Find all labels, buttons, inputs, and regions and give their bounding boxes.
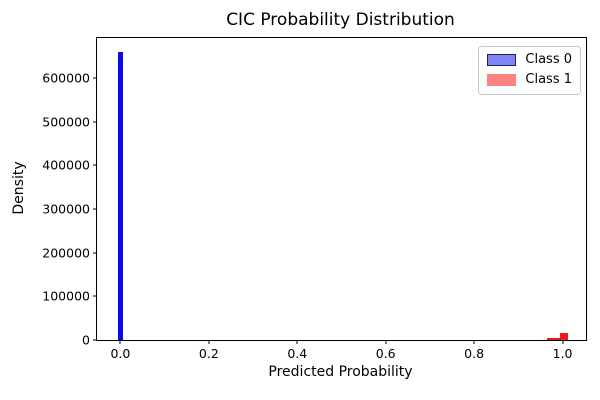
x-tick-label: 0.2	[198, 346, 219, 361]
y-tick	[93, 208, 97, 210]
y-tick-label: 400000	[42, 157, 90, 173]
x-tick	[208, 340, 210, 344]
y-axis-label: Density	[11, 161, 27, 215]
x-axis-label: Predicted Probability	[268, 364, 413, 380]
legend-label-class0: Class 0	[525, 52, 572, 67]
plot-area: Class 0 Class 1 0.0 0.2 0.4 0.6 0.8 1.0 0 10000…	[42, 37, 587, 361]
legend: Class 0 Class 1	[478, 46, 581, 95]
class1-swatch	[487, 74, 517, 87]
legend-label-class1: Class 1	[525, 72, 572, 88]
y-tick	[93, 121, 97, 123]
legend-item-class0: Class 0	[487, 52, 572, 68]
chart-title: CIC Probability Distribution	[226, 10, 455, 30]
x-tick-label: 0.8	[464, 346, 485, 361]
y-tick-label: 200000	[42, 245, 90, 261]
x-tick-label: 0.6	[375, 346, 396, 361]
x-tick	[296, 340, 298, 344]
x-tick	[385, 340, 387, 344]
y-tick	[93, 295, 97, 297]
y-tick-label: 500000	[42, 114, 90, 130]
y-tick	[93, 339, 97, 341]
y-tick-label: 600000	[42, 70, 90, 86]
y-tick-label: 100000	[42, 288, 90, 304]
x-tick-label: 1.0	[552, 346, 573, 361]
y-tick	[93, 77, 97, 79]
y-tick-label: 0	[82, 332, 90, 348]
x-tick-label: 0.0	[110, 346, 131, 361]
class0-swatch	[487, 54, 517, 67]
legend-item-class1: Class 1	[487, 72, 572, 88]
y-tick	[93, 252, 97, 254]
x-tick	[473, 340, 475, 344]
histogram-bar-class0	[118, 51, 123, 340]
x-tick	[119, 340, 121, 344]
x-tick-label: 0.4	[287, 346, 308, 361]
y-tick	[93, 164, 97, 166]
histogram-bar-class1	[547, 338, 568, 340]
y-tick-label: 300000	[42, 201, 90, 217]
x-tick	[562, 340, 564, 344]
histogram-bar-class1	[559, 333, 568, 340]
